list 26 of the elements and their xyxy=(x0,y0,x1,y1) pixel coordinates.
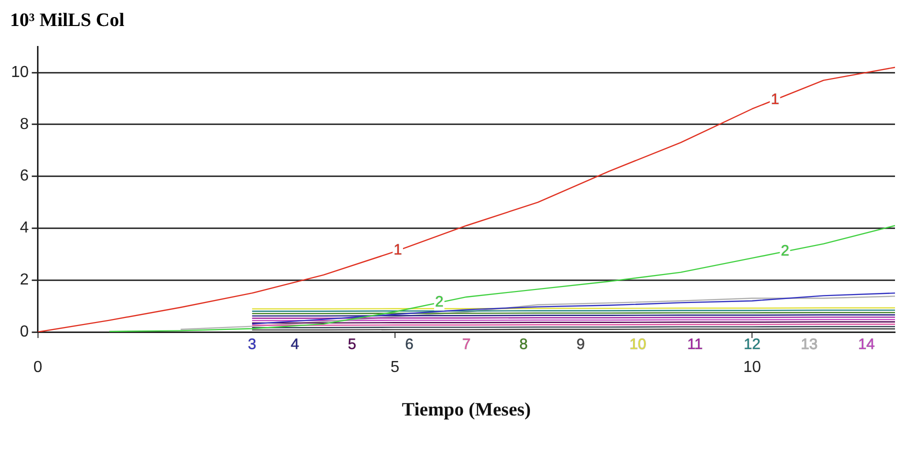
series-label: 2 xyxy=(435,294,444,311)
y-tick-label: 6 xyxy=(20,168,29,185)
y-tick-label: 10 xyxy=(11,64,29,81)
y-tick-label: 2 xyxy=(20,272,29,289)
x-tick-label: 0 xyxy=(33,359,42,376)
y-axis-title: 10³ MilLS Col xyxy=(10,9,126,33)
text: 2 xyxy=(780,242,790,260)
y-tick-label: 0 xyxy=(20,323,29,340)
text: 1 xyxy=(770,90,780,108)
series-label: 5 xyxy=(348,336,356,354)
series-label: 14 xyxy=(858,336,875,354)
series-label: 6 xyxy=(405,336,414,354)
series-label: 4 xyxy=(290,336,300,354)
series-label: 12 xyxy=(744,336,760,354)
series-label: 7 xyxy=(462,336,471,354)
x-tick-label: 10 xyxy=(743,359,762,376)
y-tick-label: 4 xyxy=(20,220,29,237)
text: 13 xyxy=(800,336,818,354)
series-label: 3 xyxy=(248,336,256,354)
y-tick-label: 8 xyxy=(20,116,29,133)
series-label: 9 xyxy=(576,336,585,354)
x-axis-title: Tiempo (Meses) xyxy=(402,400,531,421)
series-label: 11 xyxy=(687,336,703,354)
x-tick-label: 5 xyxy=(390,359,400,376)
series-label: 8 xyxy=(519,336,528,354)
series-label: 10 xyxy=(629,336,646,354)
